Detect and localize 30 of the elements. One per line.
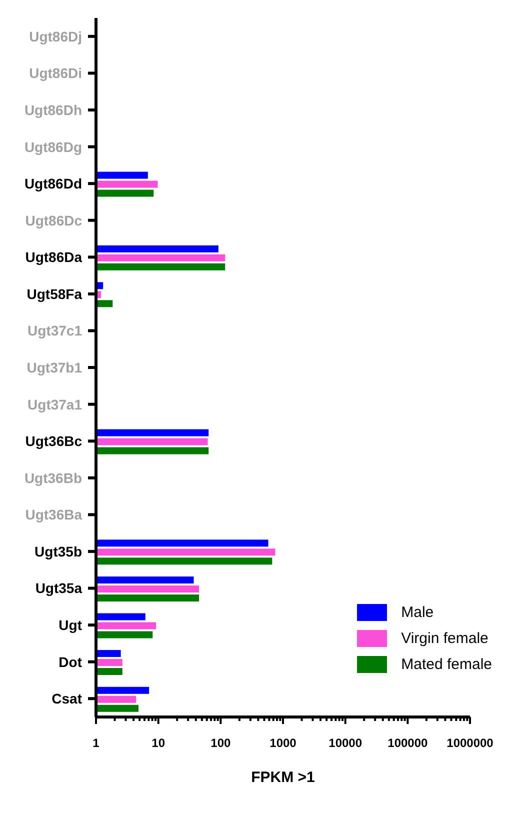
y-tick-label: Ugt86Di <box>29 65 82 82</box>
legend-label: Mated female <box>401 656 492 672</box>
y-tick-label: Ugt <box>58 617 82 634</box>
y-tick-label: Ugt36Bc <box>25 433 82 450</box>
legend-label: Male <box>401 604 434 620</box>
x-axis-title: FPKM >1 <box>251 769 315 786</box>
y-tick-label: Dot <box>58 654 82 670</box>
x-tick-label: 1000000 <box>446 736 494 750</box>
y-tick-label: Ugt35a <box>35 580 82 596</box>
y-tick-label: Ugt37c1 <box>28 322 82 339</box>
y-tick-label: Ugt86Dj <box>29 28 82 44</box>
y-tick-label: Ugt58Fa <box>26 286 82 302</box>
y-tick-label: Ugt86Da <box>25 249 82 266</box>
y-tick-label: Ugt35b <box>34 543 82 560</box>
y-tick-label: Ugt37a1 <box>28 396 82 412</box>
y-tick-label: Ugt86Dd <box>24 176 82 192</box>
x-tick-label: 10000 <box>328 736 362 750</box>
y-tick-label: Ugt37b1 <box>26 360 82 376</box>
x-tick-label: 1 <box>92 736 100 750</box>
x-tick-label: 100 <box>210 736 231 750</box>
y-tick-label: Csat <box>52 690 82 707</box>
y-tick-label: Ugt86Dc <box>25 212 82 228</box>
x-tick-label: 100000 <box>388 736 428 750</box>
legend-label: Virgin female <box>401 630 488 646</box>
y-tick-label: Ugt36Ba <box>25 506 82 523</box>
x-tick-label: 10 <box>152 736 166 750</box>
x-tick-label: 1000 <box>270 736 297 750</box>
y-tick-label: Ugt86Dh <box>24 102 82 118</box>
y-tick-label: Ugt86Dg <box>24 138 82 155</box>
y-tick-label: Ugt36Bb <box>24 470 82 486</box>
